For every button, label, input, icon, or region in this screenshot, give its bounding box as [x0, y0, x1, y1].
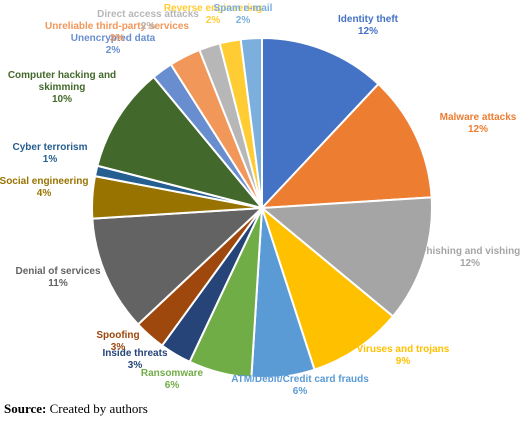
label-box: Spam e-mail 2% — [203, 3, 283, 27]
value-label: 1% — [42, 154, 58, 165]
label-box: Denial of services 11% — [0, 266, 116, 290]
source-text: Created by authors — [50, 401, 148, 416]
label-box: Ransomware 6% — [122, 368, 222, 392]
value-label: 3% — [110, 342, 126, 353]
value-label: 6% — [164, 380, 180, 391]
value-label: 2% — [105, 45, 121, 56]
category-label: ATM/Debit/Credit card frauds — [231, 374, 369, 385]
value-label: 3% — [127, 360, 143, 371]
category-label: Viruses and trojans — [356, 344, 450, 355]
value-label: 4% — [36, 188, 52, 199]
value-label: 2% — [140, 21, 156, 32]
value-label: 9% — [395, 356, 411, 367]
slice — [261, 36, 380, 211]
value-label: 6% — [292, 386, 308, 397]
category-label: Phishing and vishing — [419, 246, 520, 257]
value-label: 2% — [205, 15, 221, 26]
category-label: Reverse engineering — [163, 3, 263, 14]
value-label: 10% — [51, 94, 72, 105]
value-label: 3% — [109, 33, 125, 44]
category-label: Spoofing — [96, 330, 140, 341]
category-label: Social engineering — [0, 176, 89, 187]
category-label: Inside threats — [102, 348, 168, 359]
label-box: Reverse engineering 2% — [158, 3, 268, 27]
category-label: Malware attacks — [439, 112, 517, 123]
category-label: Cyber terrorism — [12, 142, 88, 153]
label-box: Computer hacking and skimming 10% — [2, 70, 122, 106]
pie — [91, 36, 433, 379]
label-box: Direct access attacks 2% — [73, 9, 223, 33]
label-box: ATM/Debit/Credit card frauds 6% — [215, 374, 385, 398]
slice — [259, 82, 433, 210]
label-box: Spoofing 3% — [78, 330, 158, 354]
label-box: Viruses and trojans 9% — [343, 344, 463, 368]
source: Source: Created by authors — [4, 401, 148, 416]
label-box: Malware attacks 12% — [423, 112, 520, 136]
label-box: Cyber terrorism 1% — [0, 142, 100, 166]
category-label: Identity theft — [338, 14, 398, 25]
slice — [91, 206, 265, 326]
slice — [239, 36, 263, 209]
label-box: Inside threats 3% — [85, 348, 185, 372]
category-label: Computer hacking and skimming — [7, 70, 117, 93]
category-label: Unreliable third-party services — [45, 21, 189, 32]
label-box: Unreliable third-party services 3% — [27, 21, 207, 45]
label-box: Unencrypted data 2% — [53, 33, 173, 57]
slice — [259, 205, 395, 371]
label-box: Social engineering 4% — [0, 176, 94, 200]
category-label: Unencrypted data — [70, 33, 156, 44]
category-label: Spam e-mail — [213, 3, 273, 14]
label-box: Phishing and vishing 12% — [410, 246, 520, 270]
value-label: 11% — [48, 278, 68, 289]
category-label: Direct access attacks — [97, 9, 199, 20]
value-label: 12% — [467, 124, 488, 135]
category-label: Ransomware — [140, 368, 204, 379]
category-label: Denial of services — [15, 266, 101, 277]
source-label: Source: — [4, 401, 46, 416]
value-label: 2% — [235, 15, 251, 26]
slice — [259, 196, 433, 318]
value-label: 12% — [459, 258, 480, 269]
label-box: Identity theft 12% — [298, 14, 438, 38]
slice — [96, 75, 265, 210]
value-label: 12% — [357, 26, 378, 37]
